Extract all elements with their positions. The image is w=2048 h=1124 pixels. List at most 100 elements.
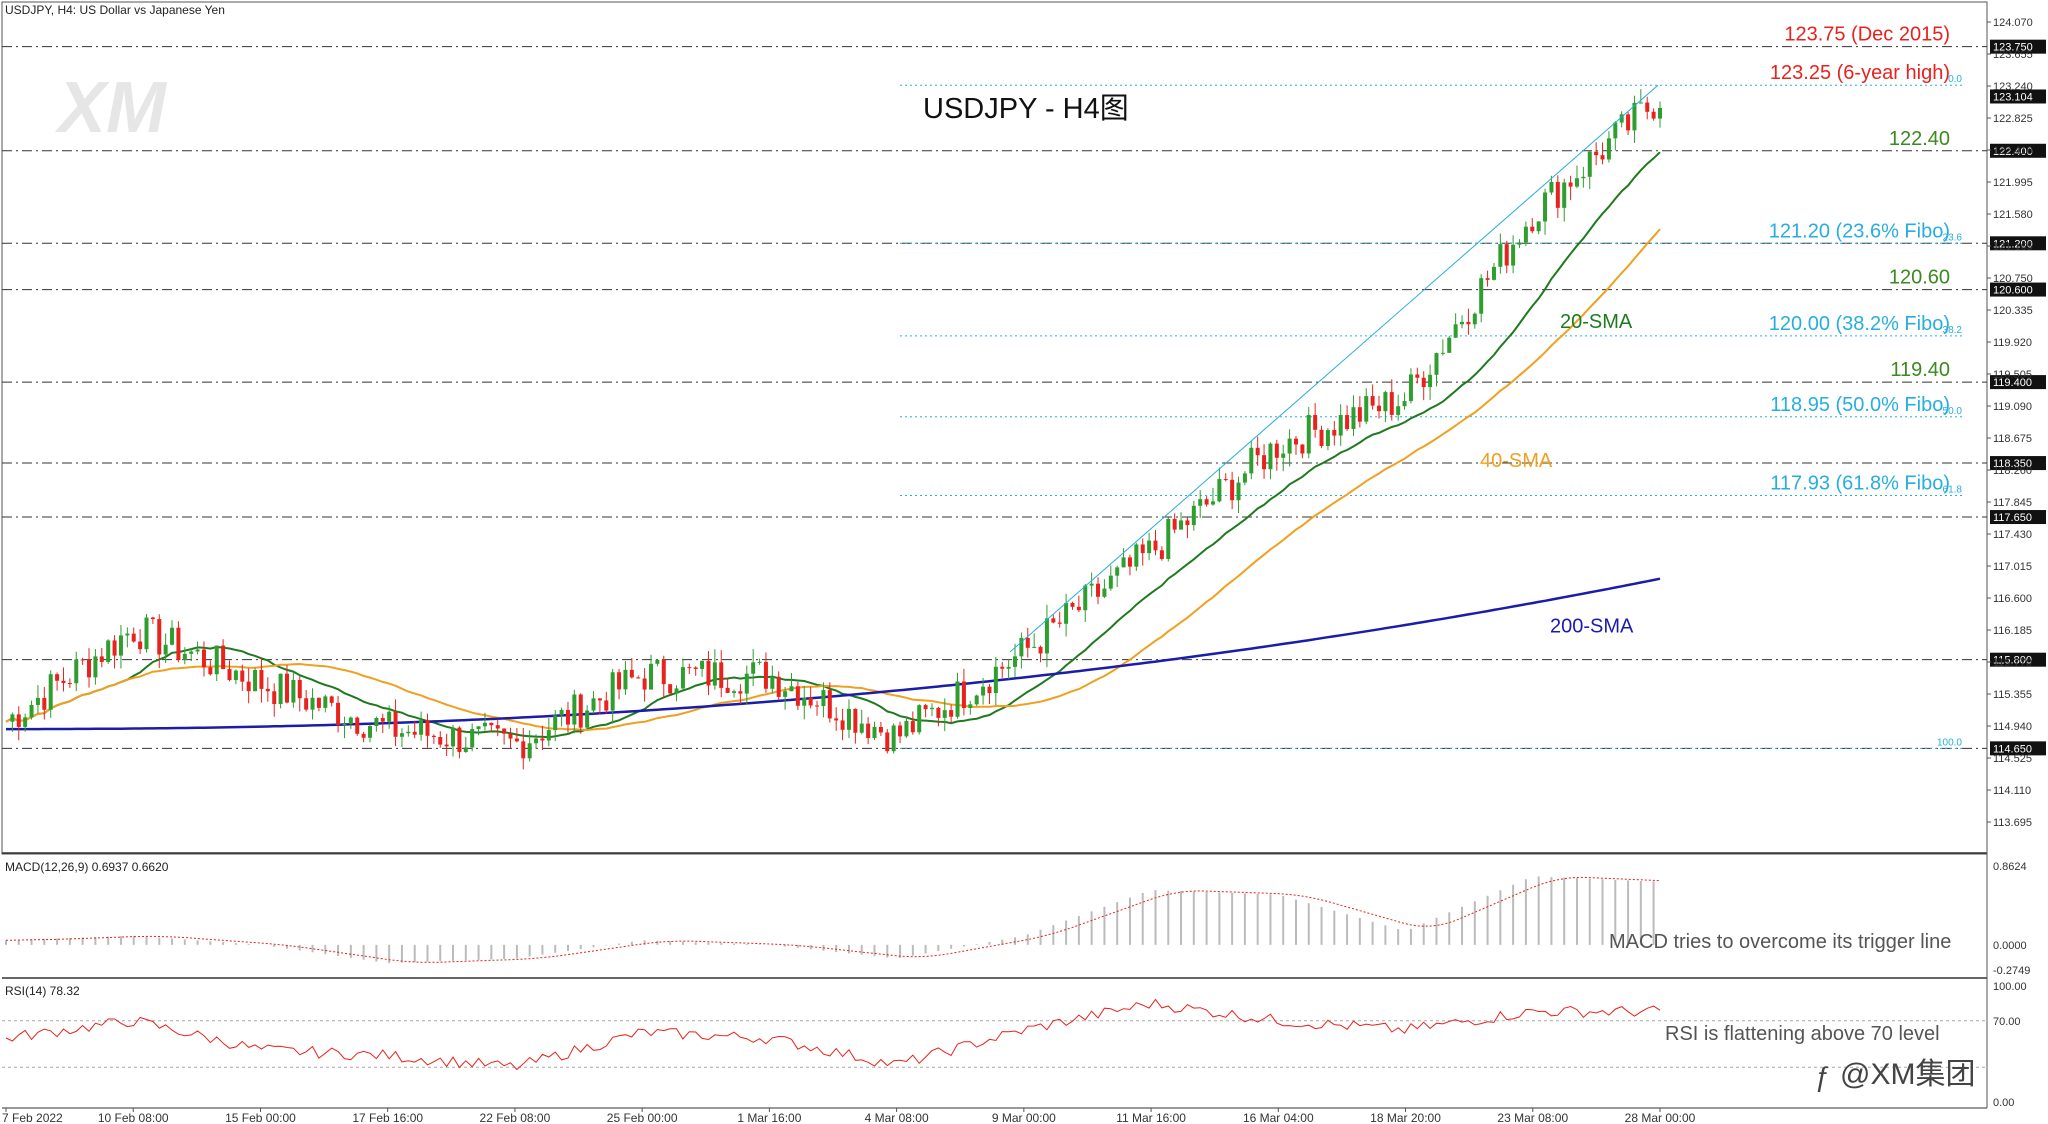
price-tick-label: 118.675 — [1993, 433, 2032, 445]
level-label: 120.60 — [1889, 267, 1950, 289]
candle-body — [201, 649, 206, 668]
candle-body — [1083, 585, 1088, 611]
candle-body — [680, 667, 685, 689]
candle-body — [342, 724, 347, 726]
candle-body — [1051, 618, 1056, 623]
candle-body — [1491, 266, 1496, 280]
candle-body — [1013, 656, 1018, 667]
candle-body — [878, 726, 883, 733]
candle-body — [1332, 430, 1337, 436]
candle-body — [1485, 278, 1490, 280]
price-tick-label: 118.260 — [1993, 465, 2032, 477]
price-tick-label: 119.090 — [1993, 401, 2032, 413]
candle-body — [591, 698, 596, 711]
candle-body — [182, 653, 187, 661]
price-tag-box — [1990, 89, 2046, 104]
candle-body — [1204, 499, 1209, 505]
price-tick-label: 115.355 — [1993, 689, 2032, 701]
candle-body — [732, 691, 737, 693]
candle-body — [1313, 414, 1318, 430]
level-label: 122.40 — [1889, 128, 1950, 150]
macd-tick-label: 0.8624 — [1993, 861, 2027, 873]
candle-body — [1000, 666, 1005, 669]
candle-body — [131, 633, 136, 642]
candle-body — [1370, 396, 1375, 406]
candle-body — [757, 661, 762, 663]
candle-body — [1140, 544, 1145, 554]
candle-body — [106, 640, 111, 662]
candle-body — [1147, 540, 1152, 554]
candle-body — [898, 725, 903, 737]
candle-body — [1377, 405, 1382, 412]
price-tick-label: 124.070 — [1993, 17, 2033, 29]
candle-body — [1293, 438, 1298, 445]
xm-logo-watermark: XM — [54, 68, 168, 148]
candle-body — [1236, 482, 1241, 501]
candle-body — [763, 661, 768, 689]
price-tag-label: 122.400 — [1993, 146, 2033, 158]
candle-body — [1357, 407, 1362, 422]
candle-body — [265, 688, 270, 692]
candle-body — [297, 679, 302, 699]
candle-body — [1440, 352, 1445, 354]
candle-body — [821, 690, 826, 707]
candle-body — [1249, 447, 1254, 474]
candle-body — [617, 672, 622, 690]
candle-body — [674, 688, 679, 694]
candle-body — [629, 669, 634, 678]
candle-body — [1562, 182, 1567, 208]
level-label: 120.00 (38.2% Fibo) — [1769, 313, 1950, 335]
candle-body — [1230, 479, 1235, 501]
candle-body — [1472, 313, 1477, 325]
candle-body — [508, 733, 513, 739]
rsi-tick-label: 100.00 — [1993, 981, 2027, 993]
rsi-panel: 100.00 70.00 0.00 — [2, 981, 2027, 1109]
candle-body — [1102, 588, 1107, 597]
candle-body — [329, 696, 334, 703]
candle-body — [514, 738, 519, 742]
social-watermark: @XM集团 — [1840, 1058, 1975, 1091]
price-axis: 123.750 123.104 122.400 121.200 120.600 119.4… — [1987, 17, 2046, 829]
candle-body — [1523, 226, 1528, 243]
candle-body — [1606, 138, 1611, 160]
candle-body — [1159, 550, 1164, 559]
candle-body — [1134, 544, 1139, 567]
candle-body — [1415, 374, 1420, 378]
candle-body — [451, 727, 456, 747]
candle-body — [1223, 479, 1228, 481]
candle-body — [1096, 583, 1101, 597]
fibo-ratio-label: 23.6 — [1943, 232, 1963, 243]
candle-body — [585, 710, 590, 728]
candle-body — [578, 694, 583, 728]
ma-label: 20-SMA — [1560, 311, 1633, 333]
candle-body — [1479, 278, 1484, 314]
price-tag-box — [1990, 510, 2046, 525]
candle-body — [361, 733, 366, 738]
candle-body — [399, 733, 404, 737]
candle-body — [1632, 102, 1637, 131]
candle-body — [1421, 377, 1426, 388]
candle-body — [546, 730, 551, 741]
candle-body — [553, 715, 558, 731]
macd-annotation: MACD tries to overcome its trigger line — [1609, 931, 1951, 953]
ma-label: 40-SMA — [1480, 450, 1553, 472]
candle-body — [981, 686, 986, 696]
price-tick-label: 117.430 — [1993, 529, 2032, 541]
candle-body — [521, 741, 526, 759]
candle-body — [1530, 226, 1535, 232]
candle-body — [67, 683, 72, 685]
time-tick-label: 17 Feb 16:00 — [352, 1111, 423, 1124]
candle-body — [35, 697, 40, 705]
candle-body — [93, 656, 98, 678]
rising-trendline — [1009, 84, 1659, 653]
candle-body — [476, 726, 481, 730]
candle-body — [738, 691, 743, 694]
candle-body — [61, 680, 66, 684]
candle-body — [565, 709, 570, 725]
candle-body — [99, 656, 104, 662]
level-label: 121.20 (23.6% Fibo) — [1769, 220, 1950, 242]
candle-body — [623, 669, 628, 690]
price-tick-label: 121.580 — [1993, 209, 2033, 221]
price-tag-box — [1990, 236, 2046, 251]
